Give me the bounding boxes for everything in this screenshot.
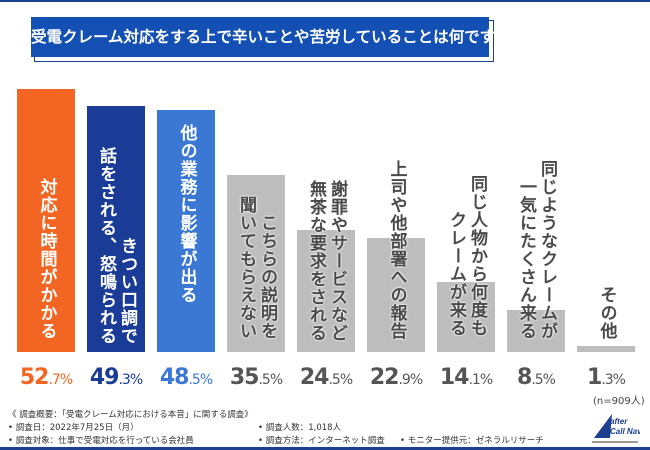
category-label: 他の業務に影響が出る (176, 124, 197, 304)
bar-2 (87, 105, 145, 352)
value-decimal: .3% (118, 372, 143, 388)
value-label: 14.1% (426, 365, 506, 390)
footer-provider: • モニター提供元：ゼネラルリサーチ (400, 436, 544, 446)
bar-4 (227, 174, 285, 352)
value-label: 22.9% (356, 365, 436, 390)
category-label: 同じ人物から何度も クレームが来る (446, 175, 487, 337)
title-note: (複数回答可) (526, 32, 592, 45)
bottom-border (0, 447, 650, 450)
value-integer: 22 (369, 365, 400, 390)
svg-text:after: after (610, 417, 628, 426)
top-border (0, 0, 650, 2)
value-integer: 14 (439, 365, 470, 390)
value-label: 1.3% (566, 365, 646, 390)
svg-text:Call Navi: Call Navi (610, 427, 640, 436)
value-integer: 49 (89, 365, 120, 390)
bar-7 (437, 281, 495, 352)
footer-overview: 《 調査概要：「受電クレーム対応における本音」に関する調査》 (8, 410, 253, 420)
value-decimal: .9% (398, 372, 423, 388)
value-label: 48.5% (146, 365, 226, 390)
footer-date: • 調査日：2022年7月25日（月） (8, 423, 139, 433)
value-integer: 48 (159, 365, 190, 390)
bar-6 (367, 237, 425, 352)
category-label: 同じようなクレームが 一気にたくさん来る (516, 160, 557, 340)
bar-3 (157, 109, 215, 352)
value-label: 49.3% (76, 365, 156, 390)
bar-5 (297, 229, 355, 352)
footer-target: • 調査対象：仕事で受電対応を行っている会社員 (8, 436, 194, 446)
sample-size: (n=909人) (593, 396, 645, 407)
value-decimal: .3% (601, 372, 626, 388)
footer-method: • 調査方法：インターネット調査 (258, 436, 385, 446)
value-label: 24.5% (286, 365, 366, 390)
value-decimal: .5% (328, 372, 353, 388)
value-integer: 1 (587, 365, 602, 390)
value-integer: 24 (299, 365, 330, 390)
value-label: 35.5% (216, 365, 296, 390)
category-label: こちらの説明を 聞いてもらえない (236, 196, 277, 340)
category-label: きつい口調で 話をされる、怒鳴られる (96, 147, 137, 345)
category-label: 対応に時間がかかる (36, 178, 57, 340)
value-label: 52.7% (6, 365, 86, 390)
value-integer: 52 (19, 365, 50, 390)
value-decimal: .1% (468, 372, 493, 388)
chart-title: 受電クレーム対応をする上で辛いことや苦労していることは何ですか？(複数回答可) (31, 17, 591, 57)
value-label: 8.5% (496, 365, 576, 390)
category-label: 上司や他部署への報告 (386, 160, 407, 340)
footer-count: • 調査人数：1,018人 (258, 423, 342, 433)
value-integer: 8 (517, 365, 532, 390)
value-decimal: .7% (48, 372, 73, 388)
bar-1 (17, 88, 75, 352)
value-decimal: .5% (531, 372, 556, 388)
value-decimal: .5% (188, 372, 213, 388)
value-decimal: .5% (258, 372, 283, 388)
value-integer: 35 (229, 365, 260, 390)
after-call-navi-logo: after Call Navi (592, 414, 640, 443)
bar-9 (577, 345, 635, 352)
title-text: 受電クレーム対応をする上で辛いことや苦労していることは何ですか？ (31, 28, 527, 46)
category-label: 謝罪やサービスなど 無茶な要求をされる (306, 180, 347, 342)
category-label: その他 (596, 286, 617, 340)
bar-8 (507, 309, 565, 352)
